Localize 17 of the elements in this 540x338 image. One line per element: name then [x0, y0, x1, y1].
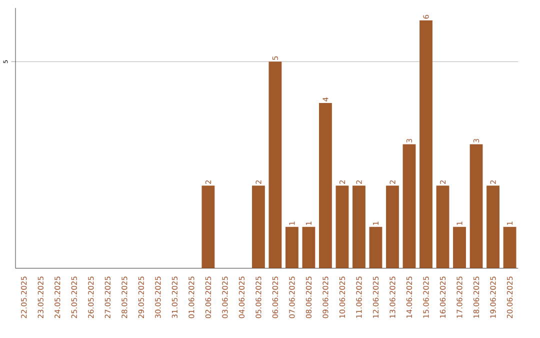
bar [285, 227, 298, 268]
bar [386, 186, 399, 268]
bar [202, 186, 215, 268]
bar [302, 227, 316, 268]
bar [352, 186, 366, 268]
bar [336, 186, 349, 268]
bar [252, 186, 265, 268]
bar [486, 186, 500, 268]
bar [453, 227, 466, 268]
bar [369, 227, 382, 268]
bar [503, 227, 516, 268]
bar [470, 144, 483, 268]
bar [268, 62, 282, 268]
bar [436, 186, 450, 268]
bar [420, 20, 432, 268]
bar [402, 144, 416, 268]
bar [319, 103, 332, 268]
